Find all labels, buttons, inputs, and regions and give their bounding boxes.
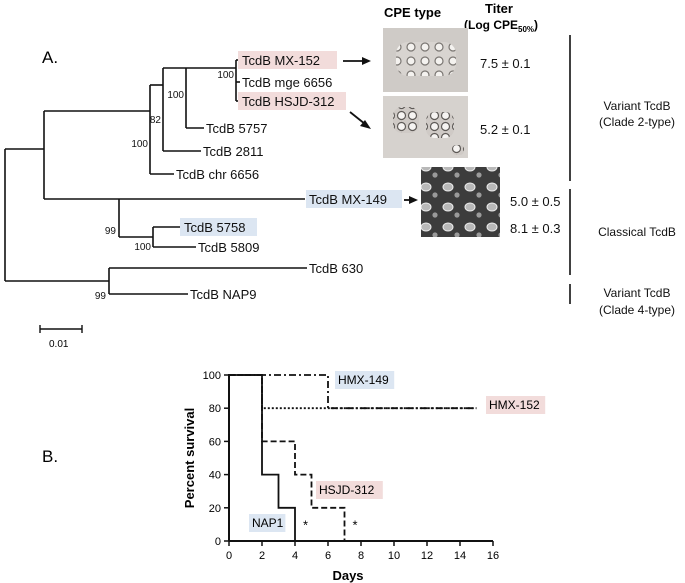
scale-bar-label: 0.01	[49, 339, 69, 350]
bootstrap-value: 100	[167, 90, 184, 101]
y-tick-label: 60	[209, 436, 221, 448]
x-tick-label: 16	[487, 550, 499, 562]
survival-chart: 0 20 40 60 80 100 0 2 4 6 8 10 12 14 16 Days Percent sur…	[182, 370, 546, 583]
survival-line-nap1	[229, 374, 296, 541]
x-tick-label: 4	[292, 550, 298, 562]
x-tick-label: 6	[325, 550, 331, 562]
titer-header-unit: (Log CPE50%)	[464, 18, 538, 34]
series-label-hsjd-312: HSJD-312	[319, 483, 375, 497]
highlight-hsjd312	[238, 92, 346, 110]
x-tick-label: 14	[454, 550, 466, 562]
group-label: Variant TcdB	[604, 99, 671, 113]
leaf-tcdb-mx-152: TcdB MX-152	[242, 53, 320, 68]
group-label: Variant TcdB	[604, 286, 671, 300]
series-label-hmx-149: HMX-149	[338, 373, 389, 387]
group-label: (Clade 4-type)	[599, 303, 675, 317]
cpe-type-header: CPE type	[384, 5, 441, 20]
bootstrap-value: 82	[150, 115, 162, 126]
highlight-mx152	[238, 51, 337, 69]
bootstrap-value: 100	[131, 139, 148, 150]
leaf-tcdb-2811: TcdB 2811	[203, 144, 263, 159]
leaf-tcdb-5809: TcdB 5809	[198, 240, 259, 255]
highlight-mx149	[306, 190, 402, 208]
x-axis-label: Days	[332, 568, 363, 583]
y-tick-label: 40	[209, 470, 221, 482]
significance-asterisk: *	[303, 517, 308, 532]
titer-value: 7.5 ± 0.1	[480, 56, 531, 71]
leaf-tcdb-5758: TcdB 5758	[184, 220, 245, 235]
leaf-tcdb-hsjd-312: TcdB HSJD-312	[242, 94, 334, 109]
panel-b: B. 0 20 40 60 80 100 0 2 4 6 8 10 12 14 16 Days Percent …	[42, 370, 546, 583]
leaf-tcdb-630: TcdB 630	[309, 261, 363, 276]
survival-line-hmx-149	[229, 374, 477, 410]
series-label-nap1: NAP1	[252, 516, 284, 530]
leaf-tcdb-mge-6656: TcdB mge 6656	[242, 75, 332, 90]
panel-b-label: B.	[42, 447, 58, 466]
y-tick-label: 20	[209, 503, 221, 515]
panel-a: A. CPE type Titer (Log CPE50%)	[4, 1, 676, 350]
leaf-tcdb-nap9: TcdB NAP9	[190, 287, 256, 302]
cpe-micrograph-mx152	[383, 28, 468, 92]
series-label-hmx-152: HMX-152	[489, 398, 540, 412]
group-label: (Clade 2-type)	[599, 115, 675, 129]
scale-bar: 0.01	[39, 325, 83, 350]
series-label-box	[249, 514, 286, 532]
titer-value: 5.2 ± 0.1	[480, 122, 531, 137]
x-tick-label: 12	[421, 550, 433, 562]
leaf-tcdb-chr-6656: TcdB chr 6656	[176, 167, 259, 182]
cpe-micrograph-mx149	[421, 167, 500, 237]
series-label-box	[316, 481, 383, 499]
x-tick-label: 8	[358, 550, 364, 562]
bootstrap-value: 99	[95, 291, 107, 302]
x-tick-label: 0	[226, 550, 232, 562]
panel-a-label: A.	[42, 48, 58, 67]
y-tick-label: 100	[203, 370, 221, 382]
significance-asterisk: *	[353, 517, 358, 532]
titer-value: 5.0 ± 0.5	[510, 194, 561, 209]
series-label-box	[335, 371, 395, 389]
titer-header: Titer	[485, 1, 513, 16]
y-axis-label: Percent survival	[182, 408, 197, 508]
x-tick-label: 2	[259, 550, 265, 562]
bootstrap-value: 100	[217, 70, 234, 81]
series-label-box	[486, 396, 546, 414]
group-label: Classical TcdB	[598, 225, 676, 239]
titer-value: 8.1 ± 0.3	[510, 221, 561, 236]
arrow-hsjd312	[349, 111, 366, 125]
leaf-tcdb-mx-149: TcdB MX-149	[309, 192, 387, 207]
leaf-tcdb-5757: TcdB 5757	[206, 121, 267, 136]
cpe-micrograph-hsjd312	[383, 96, 468, 158]
x-tick-label: 10	[388, 550, 400, 562]
bootstrap-value: 99	[105, 226, 117, 237]
highlight-5758	[180, 218, 257, 236]
y-tick-label: 80	[209, 403, 221, 415]
y-tick-label: 0	[215, 536, 221, 548]
bootstrap-value: 100	[134, 242, 151, 253]
